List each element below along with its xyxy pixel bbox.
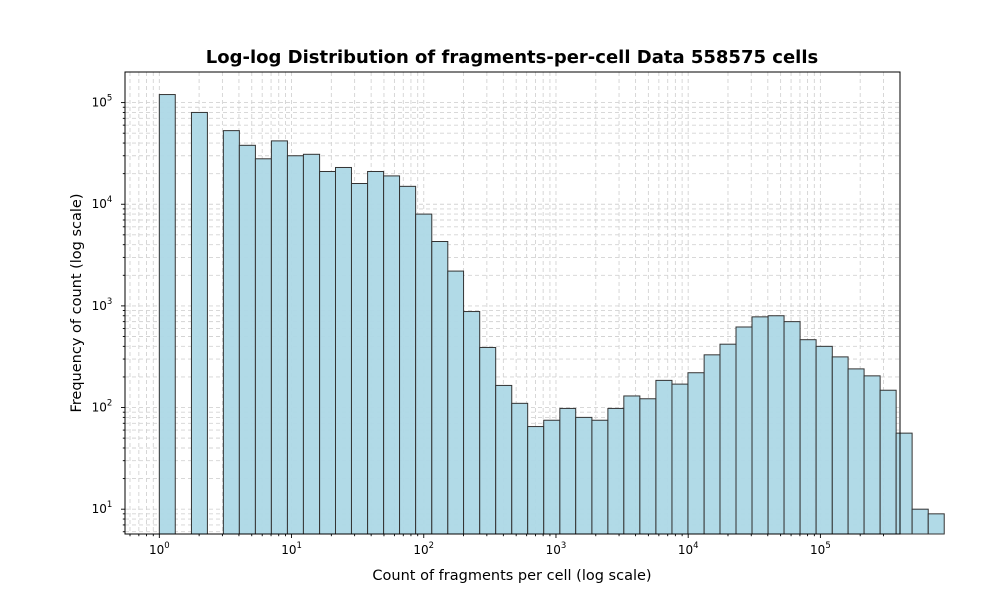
histogram-bar (319, 170, 336, 535)
x-axis-label: Count of fragments per cell (log scale) (372, 568, 651, 584)
histogram-bar (190, 111, 208, 535)
histogram-bar (847, 368, 865, 535)
histogram-bar (527, 426, 545, 535)
histogram-bar (575, 416, 593, 535)
histogram-bar (350, 182, 369, 535)
histogram-bar (927, 513, 945, 535)
histogram-bar (238, 144, 256, 535)
chart-title: Log-log Distribution of fragments-per-ce… (206, 47, 818, 68)
histogram-bar (511, 402, 529, 535)
y-tick-label: 101 (92, 500, 113, 516)
histogram-bars (158, 94, 945, 535)
histogram-bar (767, 315, 785, 535)
histogram-bar (591, 419, 609, 535)
histogram-bar (302, 153, 321, 535)
x-tick-label: 103 (546, 541, 567, 557)
y-tick-label: 102 (92, 399, 113, 415)
x-tick-label: 102 (413, 541, 434, 557)
histogram-bar (431, 241, 449, 535)
histogram-bar (895, 432, 913, 535)
histogram-bar (639, 398, 657, 535)
x-tick-label: 101 (281, 541, 302, 557)
histogram-bar (559, 407, 577, 535)
histogram-bar (863, 375, 881, 535)
histogram-bar (158, 94, 176, 535)
histogram-bar (367, 170, 385, 535)
histogram-bar (222, 130, 240, 535)
histogram-bar (399, 185, 417, 535)
histogram-bar (671, 383, 689, 535)
histogram-bar (479, 346, 497, 535)
y-axis-ticks: 101 102 103 104 105 (92, 94, 125, 533)
histogram-bar (735, 326, 753, 535)
histogram-bar (334, 166, 352, 535)
x-axis-ticks: 100 101 102 103 104 105 (129, 534, 884, 557)
histogram-bar (463, 311, 481, 535)
histogram-bar (831, 356, 849, 535)
histogram-bar (543, 419, 561, 535)
histogram-bar (383, 175, 401, 535)
y-axis-label: Frequency of count (log scale) (69, 193, 85, 412)
histogram-bar (286, 155, 304, 535)
histogram-bar (495, 384, 513, 535)
histogram-bar (270, 140, 288, 535)
histogram-bar (799, 339, 817, 535)
y-tick-label: 104 (92, 195, 113, 211)
plot-frame (124, 71, 901, 535)
histogram-bar (655, 379, 673, 535)
histogram-bar (607, 407, 625, 535)
histogram-bar (751, 316, 769, 535)
histogram-bar (815, 345, 833, 535)
x-tick-label: 100 (149, 541, 170, 557)
x-tick-label: 104 (678, 541, 699, 557)
histogram-bar (447, 270, 465, 535)
histogram-bar (703, 354, 721, 535)
histogram-bar (623, 395, 641, 535)
histogram-bar (687, 372, 705, 535)
histogram-bar (879, 389, 897, 535)
histogram-bar (783, 321, 801, 535)
y-tick-label: 103 (92, 297, 113, 313)
histogram-bar (415, 213, 433, 535)
x-tick-label: 105 (810, 541, 831, 557)
y-tick-label: 105 (92, 94, 113, 110)
histogram-bar (254, 158, 272, 535)
histogram-bar (719, 343, 737, 535)
histogram-bar (911, 508, 929, 535)
